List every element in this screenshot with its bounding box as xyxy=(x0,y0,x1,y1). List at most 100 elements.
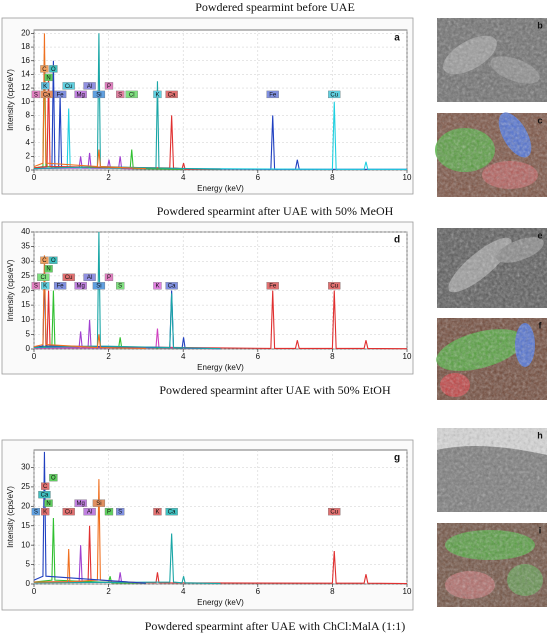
element-tag xyxy=(104,273,114,281)
x-tick-label: 10 xyxy=(403,587,412,596)
x-tick-label: 4 xyxy=(181,352,186,361)
element-tag-label: S xyxy=(118,92,122,98)
element-tag-label: Cu xyxy=(65,84,73,90)
panel-label: a xyxy=(394,33,400,44)
element-tag-label: O xyxy=(51,258,56,264)
y-tick-label: 10 xyxy=(21,540,30,549)
element-tag-label: C xyxy=(43,484,48,490)
element-tag xyxy=(41,82,50,90)
x-tick-label: 10 xyxy=(403,173,412,182)
element-tag-label: Ca xyxy=(168,510,176,516)
element-tag-label: Cu xyxy=(330,284,338,290)
chart-title: Powdered spearmint after UAE with 50% Me… xyxy=(157,204,394,218)
element-tag xyxy=(49,65,58,73)
image-label: b xyxy=(537,20,543,30)
element-tag xyxy=(116,282,125,290)
element-tag-label: P xyxy=(107,275,111,281)
element-tag xyxy=(328,507,341,516)
element-tag-label: Cu xyxy=(330,510,338,516)
element-tag xyxy=(74,499,87,507)
element-tag xyxy=(153,507,162,516)
element-tag xyxy=(49,256,58,264)
element-tag-label: Fe xyxy=(269,284,277,290)
element-tag xyxy=(41,282,50,290)
element-tag xyxy=(44,265,53,273)
image-label: f xyxy=(539,320,543,330)
y-tick-label: 0 xyxy=(26,344,31,353)
y-tick-label: 10 xyxy=(21,315,30,324)
element-tag xyxy=(153,90,162,99)
y-tick-label: 0 xyxy=(26,165,31,174)
x-tick-label: 10 xyxy=(403,352,412,361)
plot-area xyxy=(33,231,408,350)
x-axis-label: Energy (keV) xyxy=(197,184,244,193)
element-tag xyxy=(37,273,50,281)
y-tick-label: 20 xyxy=(21,286,30,295)
element-tag xyxy=(328,90,341,99)
element-tag-label: Si xyxy=(96,284,101,290)
y-tick-label: 6 xyxy=(26,124,31,133)
element-tag xyxy=(38,490,51,499)
element-tag-label: Ca xyxy=(43,92,51,98)
image-label: e xyxy=(537,230,542,240)
element-tag xyxy=(328,282,341,290)
element-tag-label: Cu xyxy=(330,92,338,98)
element-tag xyxy=(165,90,178,99)
element-tag-label: Fe xyxy=(57,92,65,98)
sem-image: h xyxy=(437,428,547,512)
y-tick-label: 35 xyxy=(21,242,30,251)
element-tag-label: P xyxy=(107,510,111,516)
x-tick-label: 4 xyxy=(181,173,186,182)
element-tag xyxy=(31,282,41,290)
x-tick-label: 8 xyxy=(330,587,335,596)
panel-caption: Powdered spearmint after UAE with 50% Et… xyxy=(159,383,391,397)
element-tag xyxy=(53,90,67,99)
image-label: h xyxy=(537,430,543,440)
y-tick-label: 15 xyxy=(21,300,30,309)
chart-title: Powdered spearmint after UAE with ChCl:M… xyxy=(145,619,406,633)
element-tag-label: Cu xyxy=(65,275,73,281)
y-tick-label: 14 xyxy=(21,69,30,78)
y-tick-label: 25 xyxy=(21,482,30,491)
element-tag xyxy=(116,507,125,516)
element-tag xyxy=(31,90,41,99)
element-tag-label: Fe xyxy=(57,284,65,290)
y-tick-label: 25 xyxy=(21,271,30,280)
element-tag-label: C xyxy=(42,67,47,73)
element-tag xyxy=(153,282,162,290)
panel-label: d xyxy=(394,235,400,246)
x-tick-label: 2 xyxy=(106,352,111,361)
x-tick-label: 8 xyxy=(330,352,335,361)
element-tag-label: Si xyxy=(96,501,101,507)
element-tag-label: N xyxy=(46,501,50,507)
y-tick-label: 0 xyxy=(26,579,31,588)
x-tick-label: 0 xyxy=(32,352,37,361)
element-tag xyxy=(41,482,50,490)
element-tag-label: P xyxy=(107,84,111,90)
element-tag xyxy=(62,507,75,516)
chart-title: Powdered spearmint before UAE xyxy=(195,0,355,14)
element-tag-label: Mg xyxy=(76,501,84,507)
element-tag-label: K xyxy=(155,284,159,290)
sem-image: b xyxy=(437,18,547,102)
element-tag xyxy=(104,507,114,516)
spectrum-line xyxy=(33,290,408,350)
y-axis-label: Intensity (cps/eV) xyxy=(6,486,15,548)
element-tag-label: S xyxy=(34,510,38,516)
y-tick-label: 12 xyxy=(21,83,30,92)
element-map: f xyxy=(436,318,547,400)
element-tag xyxy=(116,90,125,99)
element-tag xyxy=(83,82,96,90)
element-tag-label: K xyxy=(155,510,159,516)
y-tick-label: 15 xyxy=(21,521,30,530)
spectrum-line xyxy=(33,479,146,584)
element-tag-label: S xyxy=(34,284,38,290)
y-tick-label: 20 xyxy=(21,501,30,510)
x-tick-label: 6 xyxy=(256,173,261,182)
y-tick-label: 5 xyxy=(26,560,31,569)
y-tick-label: 8 xyxy=(26,110,31,119)
element-tag xyxy=(49,473,58,482)
y-axis-label: Intensity (cps/eV) xyxy=(6,69,15,131)
x-axis-label: Energy (keV) xyxy=(197,363,244,372)
